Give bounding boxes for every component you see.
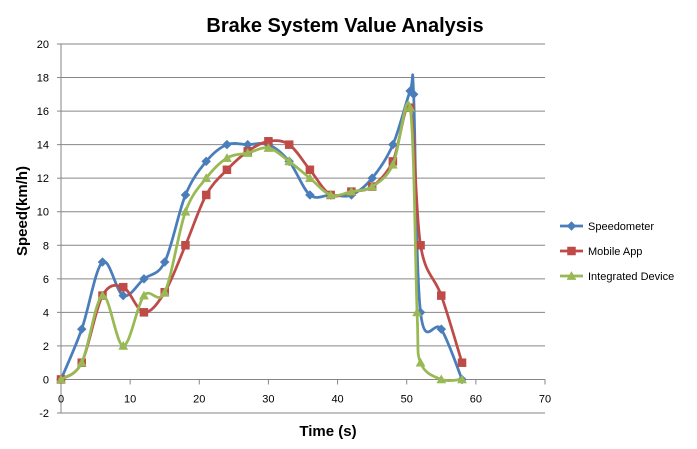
data-point-speedometer bbox=[159, 257, 170, 267]
y-axis-title: Speed(km/h) bbox=[14, 166, 31, 256]
legend-swatch-marker bbox=[567, 246, 576, 256]
data-point-speedometer bbox=[118, 290, 129, 301]
data-point-integrated-device bbox=[415, 357, 426, 367]
data-point-integrated-device bbox=[159, 287, 170, 297]
data-point-speedometer bbox=[180, 190, 191, 200]
data-point-integrated-device bbox=[180, 206, 191, 216]
data-point-mobile-app bbox=[181, 241, 190, 250]
legend-label: Speedometer bbox=[588, 221, 654, 233]
legend-item-integrated-device: Integrated Device bbox=[560, 270, 674, 283]
x-tick-label: 70 bbox=[539, 393, 551, 405]
tick-labels: -2 0 2 4 6 8 10 12 14 16 18 20 0 10 20 30 40 50 60 70 bbox=[37, 39, 551, 420]
data-point-speedometer bbox=[222, 139, 232, 150]
data-point-mobile-app bbox=[284, 140, 294, 149]
data-point-integrated-device bbox=[118, 340, 129, 350]
data-point-mobile-app bbox=[437, 291, 446, 300]
y-tick-label: 12 bbox=[37, 173, 49, 185]
series-integrated-device bbox=[56, 101, 467, 384]
axes bbox=[57, 43, 546, 414]
data-point-speedometer bbox=[436, 324, 447, 334]
data-point-mobile-app bbox=[139, 308, 149, 317]
series-group bbox=[56, 73, 467, 385]
data-point-speedometer bbox=[201, 156, 212, 167]
legend-item-speedometer: Speedometer bbox=[560, 221, 654, 233]
data-point-mobile-app bbox=[305, 165, 315, 175]
x-tick-label: 60 bbox=[470, 393, 482, 405]
gridlines bbox=[61, 43, 545, 414]
data-point-speedometer bbox=[139, 273, 149, 284]
data-point-integrated-device bbox=[457, 374, 467, 384]
data-point-integrated-device bbox=[304, 173, 315, 183]
data-point-integrated-device bbox=[325, 189, 336, 199]
data-point-mobile-app bbox=[222, 165, 232, 175]
data-point-integrated-device bbox=[201, 173, 212, 183]
data-point-integrated-device bbox=[76, 357, 87, 367]
data-point-mobile-app bbox=[118, 282, 128, 292]
chart-title: Brake System Value Analysis bbox=[206, 15, 483, 37]
data-point-integrated-device bbox=[367, 181, 378, 191]
y-tick-label: 16 bbox=[37, 106, 49, 118]
data-point-speedometer bbox=[76, 324, 87, 334]
legend-item-mobile-app: Mobile App bbox=[560, 246, 642, 258]
y-tick-label: 0 bbox=[43, 374, 49, 386]
data-point-integrated-device bbox=[284, 156, 295, 166]
data-point-speedometer bbox=[388, 139, 398, 150]
y-tick-label: 14 bbox=[37, 140, 49, 152]
data-point-integrated-device bbox=[242, 148, 253, 157]
data-point-speedometer bbox=[408, 89, 419, 100]
data-point-integrated-device bbox=[222, 153, 232, 162]
x-axis-title: Time (s) bbox=[299, 423, 356, 440]
data-point-integrated-device bbox=[436, 374, 447, 384]
x-tick-label: 0 bbox=[58, 393, 64, 405]
series-line-mobile-app bbox=[60, 104, 464, 381]
data-point-mobile-app bbox=[201, 190, 211, 200]
legend-swatch-marker bbox=[566, 270, 577, 280]
x-tick-label: 30 bbox=[262, 393, 274, 405]
data-point-integrated-device bbox=[263, 142, 274, 152]
legend-swatch-marker bbox=[566, 221, 577, 231]
data-point-integrated-device bbox=[412, 307, 423, 317]
legend: Speedometer Mobile App Integrated Device bbox=[560, 221, 674, 283]
series-line-integrated-device bbox=[60, 101, 463, 383]
data-point-integrated-device bbox=[405, 102, 416, 112]
data-point-mobile-app bbox=[416, 241, 425, 250]
y-tick-label: 2 bbox=[43, 341, 49, 353]
data-point-integrated-device bbox=[97, 290, 108, 300]
legend-label: Mobile App bbox=[588, 246, 642, 258]
x-tick-label: 50 bbox=[401, 393, 413, 405]
x-tick-label: 40 bbox=[331, 393, 343, 405]
data-point-integrated-device bbox=[387, 159, 398, 169]
data-point-mobile-app bbox=[457, 358, 467, 367]
x-tick-label: 10 bbox=[124, 393, 136, 405]
y-tick-label: 18 bbox=[37, 73, 49, 85]
y-tick-label: 4 bbox=[43, 307, 49, 319]
data-point-integrated-device bbox=[139, 290, 149, 300]
legend-label: Integrated Device bbox=[588, 271, 674, 283]
data-point-speedometer bbox=[305, 190, 315, 200]
x-tick-label: 20 bbox=[193, 393, 205, 405]
data-point-integrated-device bbox=[346, 186, 357, 196]
y-tick-label: 10 bbox=[37, 207, 49, 219]
y-tick-label: 6 bbox=[43, 274, 49, 286]
y-tick-label: -2 bbox=[39, 408, 49, 420]
data-point-integrated-device bbox=[56, 374, 66, 384]
y-tick-label: 8 bbox=[43, 240, 49, 252]
y-tick-label: 20 bbox=[37, 39, 49, 51]
data-point-speedometer bbox=[97, 257, 108, 267]
